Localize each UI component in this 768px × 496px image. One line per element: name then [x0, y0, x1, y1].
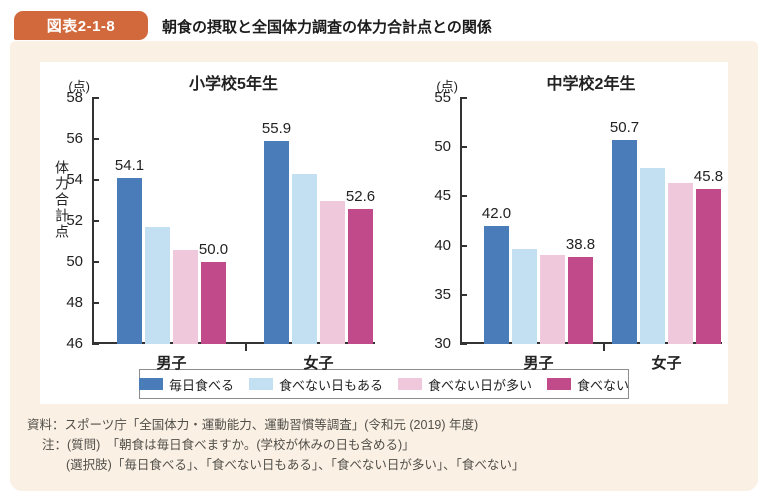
bar-cat0-series0	[117, 177, 142, 344]
legend-label: 食べない日が多い	[428, 377, 533, 393]
bar-value-label: 42.0	[481, 204, 512, 222]
bar-cat0-series2	[540, 255, 565, 344]
y-tick-mark	[92, 343, 99, 345]
y-tick-label: 50	[66, 253, 83, 270]
y-tick-mark	[460, 195, 467, 198]
y-axis-unit-label: (点)	[436, 79, 458, 94]
bar-value-label: 55.9	[261, 120, 292, 138]
y-tick-mark	[460, 244, 467, 247]
y-tick-mark	[92, 302, 99, 304]
bar-cat1-series2	[668, 182, 693, 344]
y-tick-label: 40	[434, 236, 451, 254]
y-axis-unit-label: (点)	[68, 79, 90, 94]
legend-label: 食べない	[577, 377, 630, 393]
bar-cat0-series3	[201, 262, 226, 344]
bar-cat0-series1	[512, 248, 537, 344]
chart-title: 小学校5年生	[189, 76, 278, 93]
bar-value-label: 38.8	[565, 236, 596, 254]
bar-value-label: 54.1	[114, 156, 145, 174]
category-label: 男子	[523, 355, 554, 372]
bar-cat1-series3	[348, 208, 373, 344]
y-tick-label: 30	[434, 335, 451, 352]
choices-note: (選択肢)「毎日食べる」、「食べない日もある」、「食べない日が多い」、「食べない…	[66, 458, 525, 472]
legend-swatch	[248, 378, 273, 390]
category-divider-tick	[245, 344, 247, 351]
bar-value-label: 52.6	[345, 187, 376, 205]
y-tick-label: 35	[434, 285, 451, 303]
chart-title: 中学校2年生	[546, 76, 636, 93]
source-note: 資料：スポーツ庁「全国体力・運動能力、運動習慣等調査」(令和元 (2019) 年…	[27, 418, 479, 432]
legend: 毎日食べる 食べない日もある 食べない日が多い 食べない	[138, 369, 629, 399]
legend-item-2: 食べない日が多い	[398, 375, 532, 394]
bar-value-label: 45.8	[693, 167, 724, 185]
y-tick-mark	[460, 146, 467, 149]
figure-panel: 毎日食べる 食べない日もある 食べない日が多い 食べない 小学校5年生 (点) 体力合計点…	[10, 41, 758, 491]
y-tick-mark	[92, 97, 99, 99]
y-tick-mark	[92, 261, 99, 263]
category-label: 女子	[651, 355, 682, 372]
bar-cat1-series0	[612, 140, 637, 344]
y-tick-label: 56	[66, 130, 83, 147]
y-axis-title: 体力合計点	[54, 160, 70, 240]
y-tick-mark	[92, 138, 99, 140]
category-divider-tick	[602, 344, 605, 351]
legend-item-3: 食べない	[547, 375, 629, 394]
y-tick-label: 54	[66, 171, 83, 188]
y-tick-label: 48	[66, 294, 83, 311]
y-tick-label: 52	[66, 212, 83, 229]
legend-swatch	[547, 378, 572, 390]
category-label: 男子	[156, 355, 187, 372]
bar-cat0-series0	[484, 225, 509, 344]
y-tick-mark	[92, 179, 99, 181]
bar-cat0-series1	[145, 227, 170, 344]
y-tick-mark	[460, 343, 467, 345]
bar-cat1-series1	[292, 173, 317, 344]
category-label: 女子	[303, 355, 334, 372]
figure-title: 朝食の摂取と全国体力調査の体力合計点との関係	[162, 18, 492, 36]
chart-elementary-5th: 小学校5年生 (点) 体力合計点 46 48 50 52 54 56 58 54.1 50.0 男子 55…	[40, 62, 390, 404]
y-tick-mark	[92, 220, 99, 222]
legend-label: 食べない日もある	[278, 377, 383, 393]
bar-cat0-series3	[568, 257, 593, 344]
y-tick-label: 58	[66, 89, 83, 106]
question-note: 注：(質問) 「朝食は毎日食べますか。(学校が休みの日も含める)」	[42, 438, 415, 452]
legend-item-0: 毎日食べる	[138, 375, 234, 394]
y-tick-mark	[460, 97, 467, 99]
chart-junior-high-2nd: 中学校2年生 (点) 30 35 40 45 50 55 42.0 38.8 男子 50.7 45.8 女…	[408, 62, 728, 404]
legend-label: 毎日食べる	[168, 377, 234, 393]
y-tick-mark	[460, 293, 467, 296]
y-tick-label: 55	[434, 89, 451, 106]
legend-item-1: 食べない日もある	[248, 375, 383, 394]
footer-notes: 資料：スポーツ庁「全国体力・運動能力、運動習慣等調査」(令和元 (2019) 年…	[10, 415, 758, 475]
bar-cat1-series3	[696, 188, 721, 344]
y-tick-label: 50	[434, 138, 451, 156]
y-tick-label: 46	[66, 335, 83, 352]
figure-number-badge: 図表2-1-8	[14, 11, 148, 40]
chart-card: 毎日食べる 食べない日もある 食べない日が多い 食べない 小学校5年生 (点) 体力合計点…	[40, 62, 728, 404]
bar-cat1-series1	[640, 167, 665, 344]
y-tick-label: 45	[434, 187, 451, 205]
bar-cat1-series0	[264, 141, 289, 344]
bar-cat1-series2	[320, 200, 345, 344]
bar-value-label: 50.0	[198, 241, 229, 258]
bar-cat0-series2	[173, 249, 198, 344]
bar-value-label: 50.7	[609, 119, 640, 137]
legend-swatch	[398, 378, 422, 390]
legend-swatch	[138, 378, 163, 390]
